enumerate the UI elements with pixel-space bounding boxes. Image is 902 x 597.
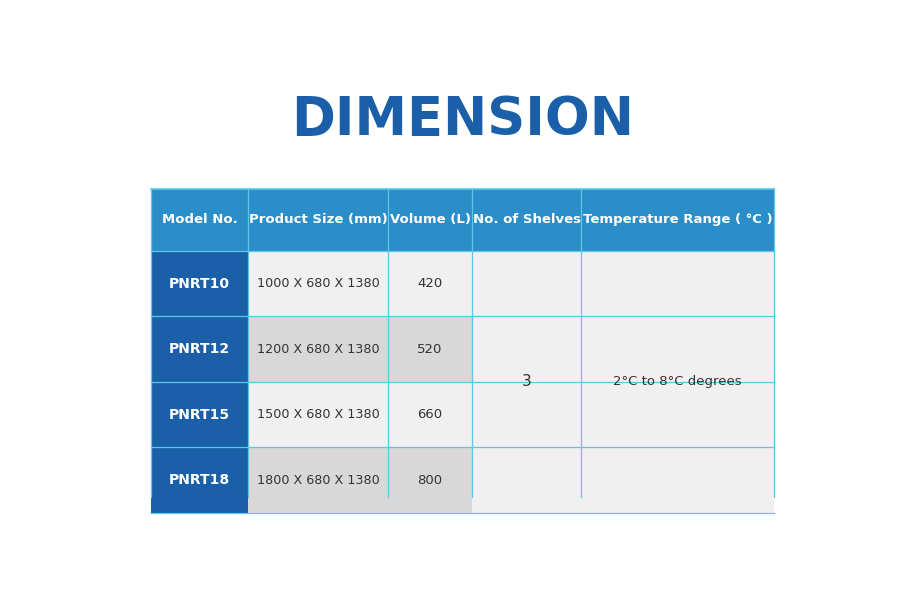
Text: Temperature Range ( °C ): Temperature Range ( °C ) [582,213,771,226]
Bar [152,382,248,447]
Bar [152,189,773,251]
Bar [248,382,388,447]
Text: 1800 X 680 X 1380: 1800 X 680 X 1380 [256,473,379,487]
Text: 800: 800 [417,473,442,487]
Bar [248,251,388,316]
Text: PNRT12: PNRT12 [169,342,230,356]
Text: PNRT18: PNRT18 [169,473,230,487]
Text: 420: 420 [417,277,442,290]
Bar [248,316,388,382]
Text: Volume (L): Volume (L) [389,213,470,226]
Bar [388,316,472,382]
Bar [581,447,773,513]
Text: 1200 X 680 X 1380: 1200 X 680 X 1380 [256,343,379,356]
Bar [472,447,581,513]
Bar [581,316,773,382]
Bar [581,382,773,447]
Text: 3: 3 [521,374,531,389]
Text: 2°C to 8°C degrees: 2°C to 8°C degrees [612,376,741,389]
Text: Product Size (mm): Product Size (mm) [248,213,387,226]
Text: No. of Shelves: No. of Shelves [472,213,580,226]
Bar [388,251,472,316]
Text: 520: 520 [417,343,442,356]
Bar [152,316,248,382]
Text: Model No.: Model No. [161,213,237,226]
Text: PNRT15: PNRT15 [169,408,230,421]
Text: PNRT10: PNRT10 [169,276,230,291]
Bar [388,447,472,513]
Bar [152,251,248,316]
Bar [472,382,581,447]
Bar [472,316,581,382]
Text: 1500 X 680 X 1380: 1500 X 680 X 1380 [256,408,379,421]
Text: 660: 660 [417,408,442,421]
Bar [472,251,581,316]
Bar [248,447,388,513]
Bar [581,251,773,316]
Bar [388,382,472,447]
Bar [152,447,248,513]
Text: 1000 X 680 X 1380: 1000 X 680 X 1380 [256,277,379,290]
Text: DIMENSION: DIMENSION [291,94,633,146]
